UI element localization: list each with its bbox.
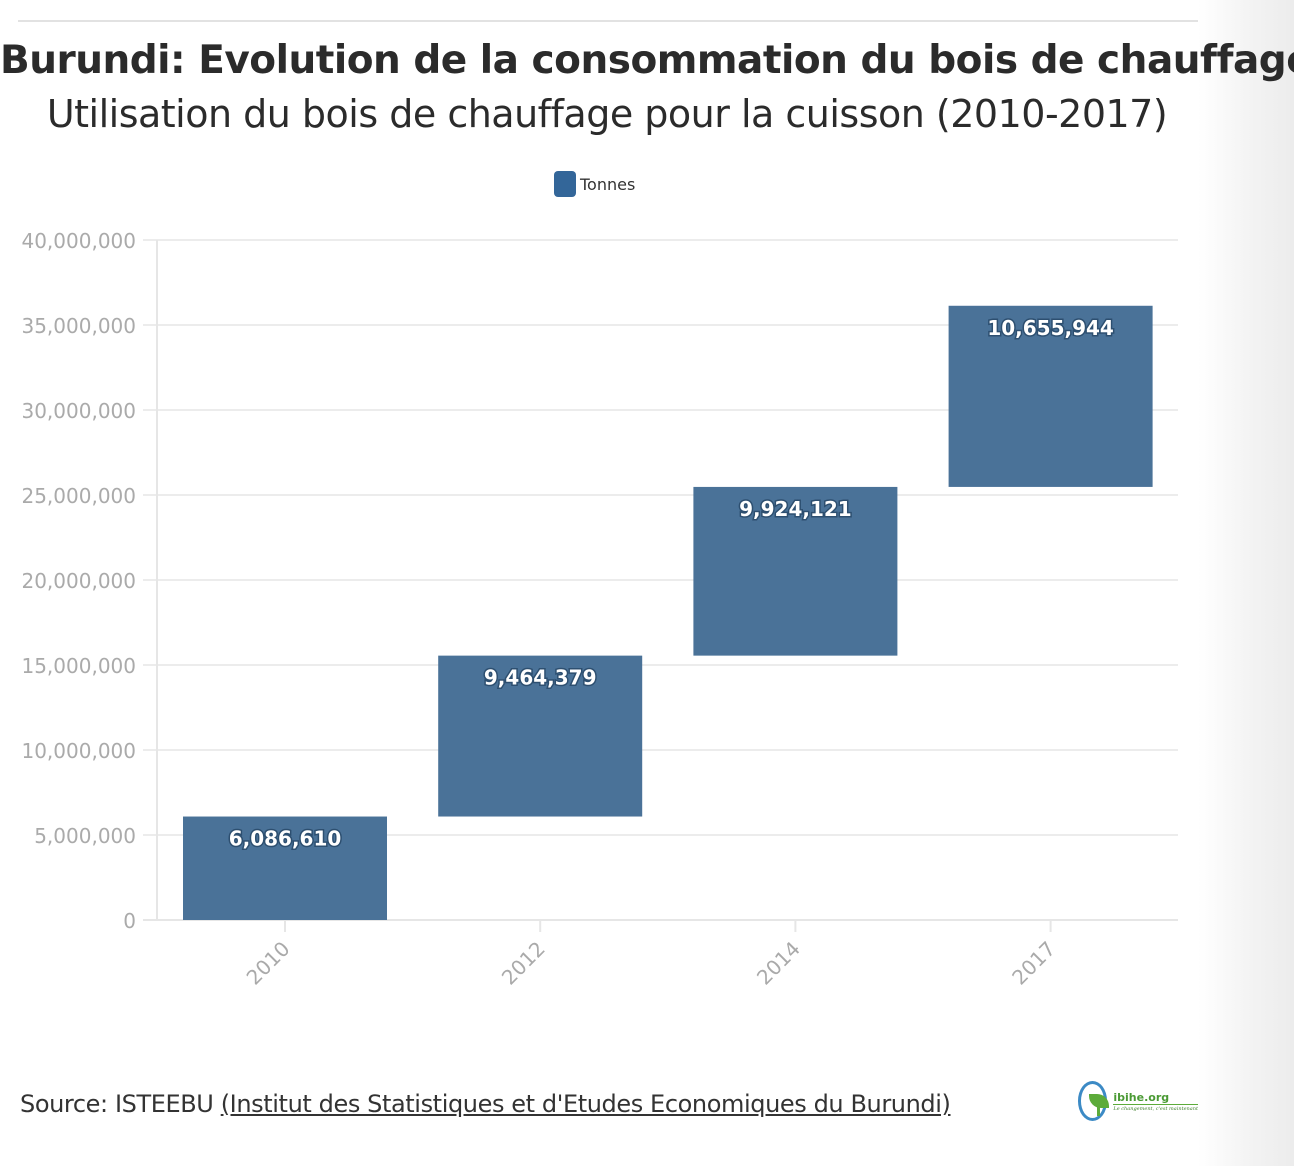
ibihe-logo[interactable]: ibihe.org Le changement, c'est maintenan… <box>1078 1078 1198 1124</box>
y-tick-label: 25,000,000 <box>21 484 136 508</box>
chart-subtitle: Utilisation du bois de chauffage pour la… <box>46 92 1168 136</box>
legend-swatch <box>554 171 576 197</box>
x-tick-label: 2014 <box>752 937 805 990</box>
data-label: 10,655,944 <box>987 316 1114 340</box>
y-tick-label: 10,000,000 <box>21 739 136 763</box>
data-label: 6,086,610 <box>229 827 342 851</box>
y-tick-label: 15,000,000 <box>21 654 136 678</box>
bar-2012[interactable] <box>438 655 643 817</box>
bar-2010[interactable] <box>183 816 387 920</box>
y-tick-label: 0 <box>123 909 136 933</box>
bar-2014[interactable] <box>693 486 898 656</box>
y-tick-label: 20,000,000 <box>21 569 136 593</box>
x-tick-label: 2010 <box>242 937 295 990</box>
data-label: 9,924,121 <box>739 497 852 521</box>
y-tick-label: 5,000,000 <box>34 824 136 848</box>
bar-2017[interactable] <box>948 305 1153 487</box>
logo-name: ibihe.org <box>1113 1090 1170 1104</box>
x-tick-label: 2017 <box>1007 937 1060 990</box>
source-prefix: Source: ISTEEBU <box>20 1090 221 1118</box>
logo-tagline: Le changement, c'est maintenant <box>1113 1103 1198 1112</box>
leaf-globe-icon <box>1078 1081 1109 1121</box>
y-tick-label: 30,000,000 <box>21 399 136 423</box>
top-divider <box>18 20 1198 22</box>
legend-label: Tonnes <box>580 174 636 194</box>
right-margin-shade <box>1198 0 1294 1166</box>
source-link[interactable]: (Institut des Statistiques et d'Etudes E… <box>220 1090 951 1118</box>
y-tick-label: 40,000,000 <box>21 229 136 253</box>
data-label: 9,464,379 <box>484 666 597 690</box>
source-note: Source: ISTEEBU (Institut des Statistiqu… <box>20 1090 951 1118</box>
y-tick-label: 35,000,000 <box>21 314 136 338</box>
x-tick-label: 2012 <box>497 937 550 990</box>
chart-title: Burundi: Evolution de la consommation du… <box>0 38 1294 83</box>
chart-legend[interactable]: Tonnes <box>554 170 635 198</box>
